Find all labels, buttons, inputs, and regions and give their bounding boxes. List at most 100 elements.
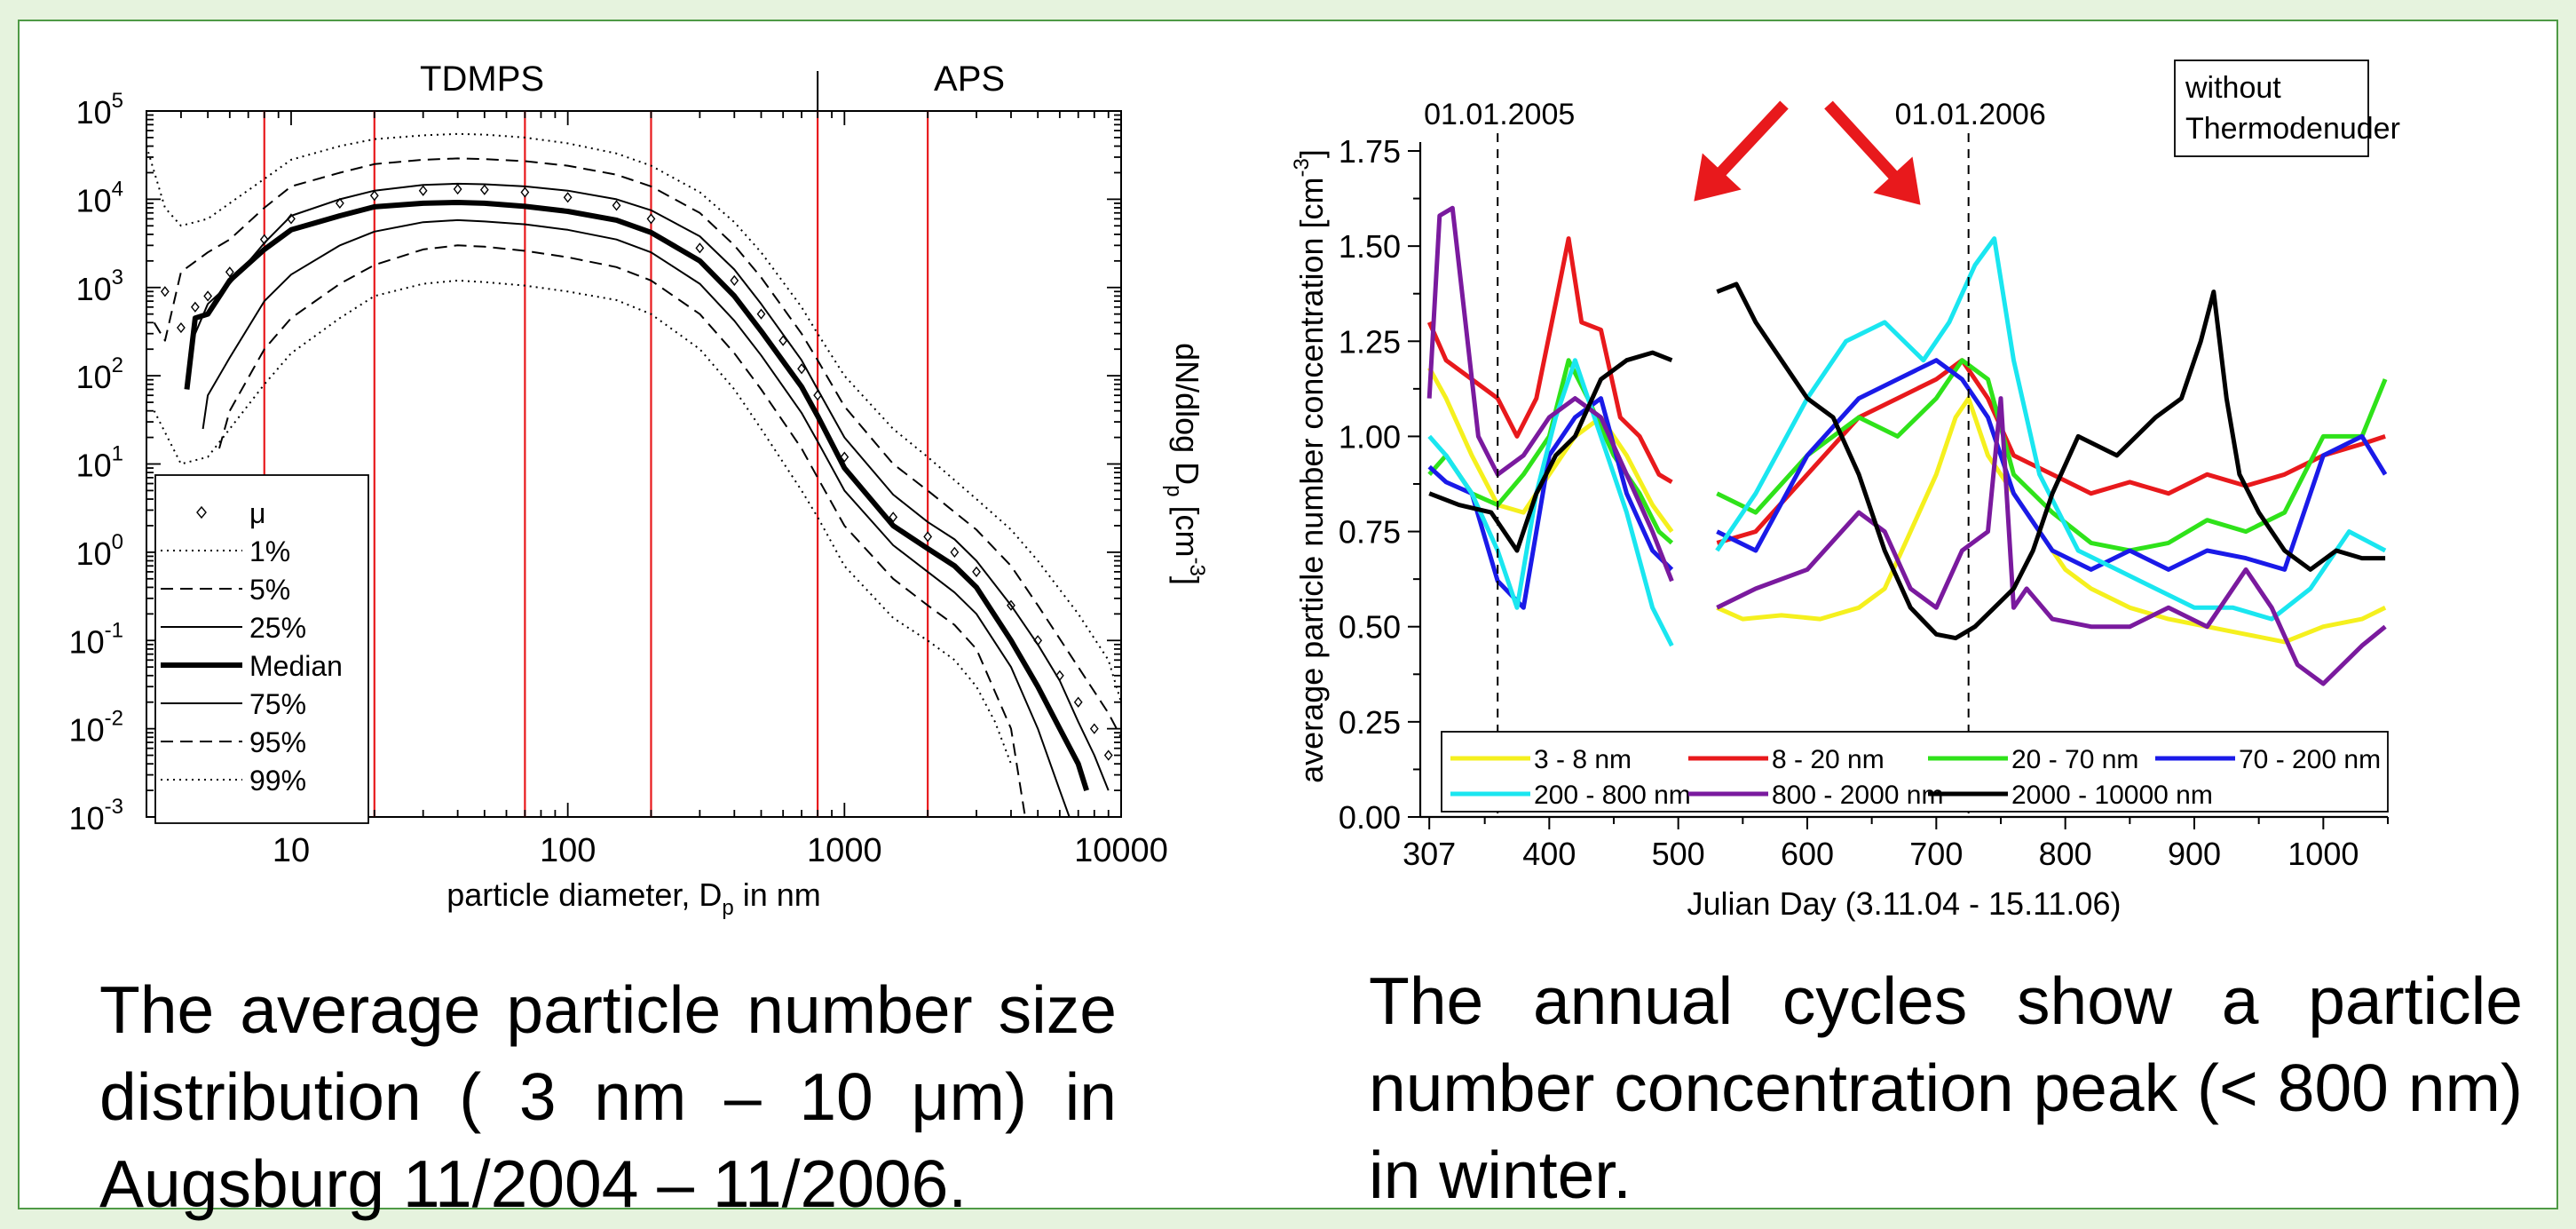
x-tick-label: 400 <box>1522 836 1576 872</box>
y-tick-label: 102 <box>76 353 123 395</box>
mean-marker <box>923 531 933 543</box>
size-distribution-chart: TDMPS APS 10 100 1000 10000 105 104 103 102 101 100… <box>69 59 1209 920</box>
mean-marker <box>520 186 530 198</box>
legend-marker <box>196 505 207 519</box>
year-marker-label: 01.01.2006 <box>1895 98 2046 131</box>
legend-label: 25% <box>249 612 306 644</box>
legend-label: 5% <box>249 574 290 606</box>
legend-label: 2000 - 10000 nm <box>2011 781 2213 810</box>
y-tick-label: 101 <box>76 442 123 484</box>
series-line-25pct <box>201 218 1071 818</box>
series-line-1pct <box>153 279 1012 765</box>
poster-panel <box>18 20 2558 1209</box>
x-tick-label: 600 <box>1781 836 1834 872</box>
y-axis-label: dN/dlog Dp [cm-3] <box>1162 343 1209 585</box>
y-tick-label: 0.50 <box>1339 609 1401 646</box>
mean-marker <box>889 511 898 523</box>
y-tick-label: 0.75 <box>1339 514 1401 551</box>
y-tick-label: 1.00 <box>1339 418 1401 455</box>
y-tick-label: 1.25 <box>1339 323 1401 360</box>
legend-box <box>154 474 369 824</box>
legend-label: 8 - 20 nm <box>1772 745 1885 774</box>
legend-box <box>1441 731 2389 813</box>
y-tick-label: 105 <box>76 89 123 131</box>
legend-label: 200 - 800 nm <box>1534 781 1691 810</box>
annotation-text: Thermodenuder <box>2185 112 2400 146</box>
mean-marker <box>756 308 766 320</box>
y-tick-label: 0.00 <box>1339 799 1401 836</box>
y-axis-label: average particle number concentration [c… <box>1290 149 1330 783</box>
x-tick-label: 307 <box>1403 836 1456 872</box>
mean-marker <box>369 190 379 202</box>
mean-marker <box>1103 749 1113 761</box>
y-tick-label: 10-2 <box>69 707 123 749</box>
legend-label: 1% <box>249 535 290 567</box>
legend-label: 3 - 8 nm <box>1534 745 1632 774</box>
x-tick-label: 10000 <box>1074 832 1168 869</box>
x-tick-label: 100 <box>540 832 596 869</box>
y-tick-label: 1.75 <box>1339 133 1401 170</box>
mean-marker <box>203 290 213 302</box>
x-tick-label: 1000 <box>807 832 882 869</box>
series-line-70-200nm <box>1427 358 2388 610</box>
y-tick-label: 104 <box>76 177 123 218</box>
caption-left: The average particle number size distrib… <box>99 972 1117 1221</box>
x-axis-label: Julian Day (3.11.04 - 15.11.06) <box>1687 885 2122 922</box>
x-axis-label: particle diameter, Dp in nm <box>446 876 821 920</box>
annual-cycle-chart: 0.00 0.25 0.50 0.75 1.00 1.25 1.50 1.75 307 400 50… <box>1290 59 2400 922</box>
series-line-95pct <box>153 157 1122 738</box>
legend-label: 75% <box>249 688 306 720</box>
series-line-8-20nm <box>1426 236 2386 545</box>
series-line-99pct <box>146 132 1122 702</box>
annotation-box <box>2174 59 2369 157</box>
mean-marker <box>418 185 428 196</box>
y-tick-label: 100 <box>76 530 123 572</box>
x-tick-label: 800 <box>2039 836 2092 872</box>
mean-marker <box>563 192 573 203</box>
mean-marker <box>730 274 739 287</box>
mean-marker <box>453 183 462 195</box>
legend-label: μ <box>249 497 265 529</box>
x-tick-label: 700 <box>1909 836 1963 872</box>
mean-marker <box>177 321 186 334</box>
mean-marker <box>1089 723 1099 734</box>
y-tick-label: 10-1 <box>69 618 123 660</box>
red-arrow-right-head <box>1873 156 1921 205</box>
mean-marker <box>646 213 656 225</box>
legend-label: Median <box>249 650 343 682</box>
x-tick-label: 1000 <box>2288 836 2359 872</box>
mean-marker <box>695 242 705 254</box>
region-label-aps: APS <box>934 59 1005 99</box>
mean-marker <box>479 184 489 195</box>
series-line-5pct <box>218 244 1026 818</box>
series-line-75pct <box>194 182 1110 791</box>
y-tick-label: 10-3 <box>69 795 123 837</box>
region-label-tdmps: TDMPS <box>420 59 544 99</box>
year-marker-label: 01.01.2005 <box>1424 98 1575 131</box>
y-tick-label: 1.50 <box>1339 228 1401 265</box>
x-tick-label: 10 <box>273 832 310 869</box>
series-line-20-70nm <box>1427 358 2388 553</box>
mean-marker <box>612 200 621 211</box>
legend-label: 800 - 2000 nm <box>1772 781 1943 810</box>
series-line-median <box>184 200 1089 791</box>
annotation-text: without <box>2185 71 2281 105</box>
x-tick-label: 900 <box>2168 836 2221 872</box>
mean-marker <box>160 286 170 297</box>
legend-label: 95% <box>249 726 306 758</box>
y-tick-label: 103 <box>76 266 123 307</box>
caption-right: The annual cycles show a particle number… <box>1369 963 2523 1212</box>
mean-marker <box>972 566 981 578</box>
legend-label: 99% <box>249 765 306 797</box>
mean-marker <box>950 546 960 558</box>
mean-marker <box>335 197 344 210</box>
legend-label: 70 - 200 nm <box>2239 745 2381 774</box>
red-arrow-left-head <box>1694 153 1742 202</box>
mean-marker <box>225 266 234 278</box>
legend-label: 20 - 70 nm <box>2011 745 2138 774</box>
series-line-2000-10000nm <box>1428 281 2386 641</box>
series-line-200-800nm <box>1427 236 2387 647</box>
y-tick-label: 0.25 <box>1339 704 1401 741</box>
mean-marker <box>797 363 806 375</box>
mean-marker <box>190 301 200 313</box>
